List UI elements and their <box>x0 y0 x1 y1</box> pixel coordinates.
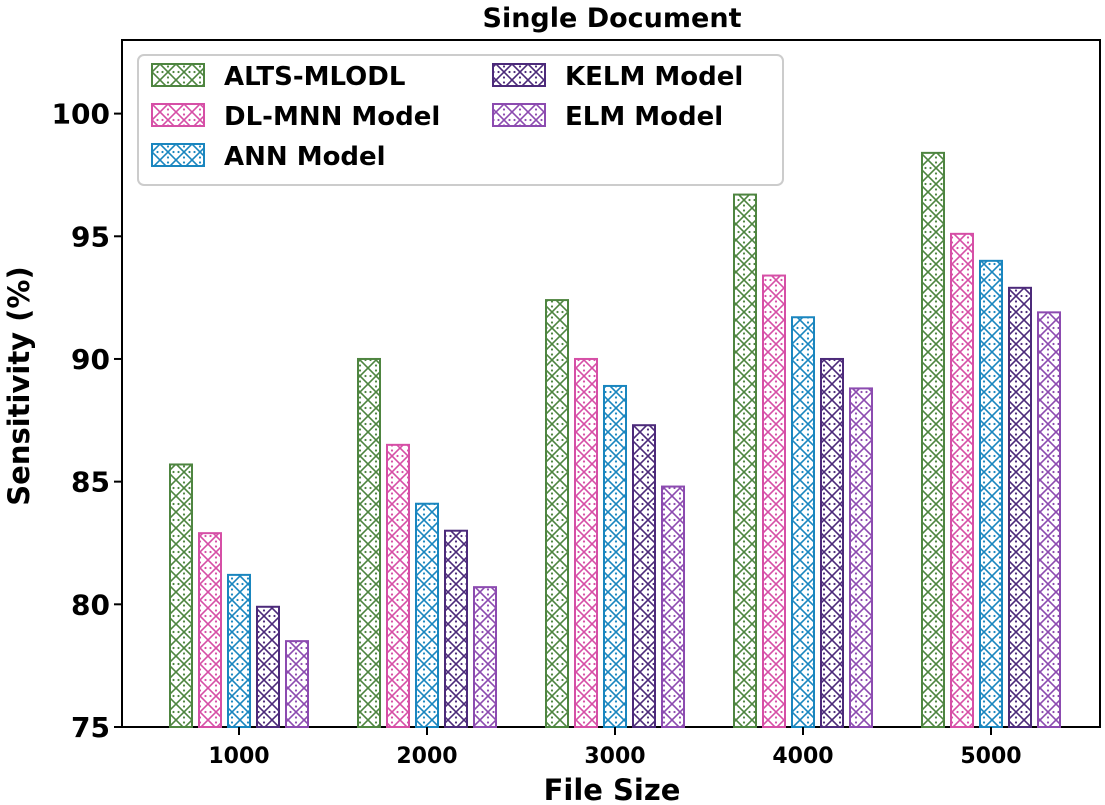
bar-ann-model-2000 <box>415 502 439 728</box>
legend-swatch-elm-model <box>492 103 546 127</box>
bar-elm-model-5000 <box>1037 311 1061 728</box>
bar-dl-mnn-model-3000 <box>574 357 598 728</box>
legend-swatch-ann-model <box>151 143 205 167</box>
bar-ann-model-4000 <box>791 316 815 728</box>
bar-alts-mlodl-4000 <box>733 193 757 728</box>
bar-elm-model-3000 <box>661 485 685 728</box>
legend: ALTS-MLODL DL-MNN Model ANN Model KELM Mode… <box>137 54 784 186</box>
legend-swatch-alts-mlodl <box>151 63 205 87</box>
bar-kelm-model-3000 <box>632 424 656 728</box>
x-tick-label-4000: 4000 <box>772 744 833 769</box>
bar-dl-mnn-model-4000 <box>762 274 786 728</box>
bars-group <box>169 151 1061 729</box>
legend-label-ann-model: ANN Model <box>224 142 386 172</box>
legend-label-alts-mlodl: ALTS-MLODL <box>224 62 405 92</box>
y-tick-label-100: 100 <box>52 98 110 131</box>
bar-alts-mlodl-3000 <box>545 299 569 728</box>
legend-label-dl-mnn-model: DL-MNN Model <box>224 102 440 132</box>
bar-kelm-model-5000 <box>1008 286 1032 728</box>
x-axis-label: File Size <box>544 773 681 805</box>
x-tick-label-5000: 5000 <box>960 744 1021 769</box>
x-tick-label-2000: 2000 <box>396 744 457 769</box>
bar-kelm-model-1000 <box>256 605 280 729</box>
bar-alts-mlodl-1000 <box>169 463 193 728</box>
y-tick-label-90: 90 <box>71 343 110 376</box>
legend-label-elm-model: ELM Model <box>565 102 723 132</box>
y-tick-label-80: 80 <box>71 588 110 621</box>
legend-frame <box>137 54 784 186</box>
bar-ann-model-3000 <box>603 384 627 728</box>
legend-swatch-kelm-model <box>492 63 546 87</box>
bar-kelm-model-4000 <box>820 357 844 728</box>
bar-dl-mnn-model-5000 <box>950 232 974 728</box>
axes-group: 75 80 85 90 95 100 1000 2000 3000 4000 5000 <box>52 98 1022 769</box>
chart-title: Single Document <box>483 3 742 34</box>
legend-swatch-dl-mnn-model <box>151 103 205 127</box>
bar-elm-model-1000 <box>285 640 309 728</box>
bar-elm-model-2000 <box>473 586 497 728</box>
bar-dl-mnn-model-1000 <box>198 532 222 728</box>
bar-ann-model-5000 <box>979 259 1003 728</box>
bar-dl-mnn-model-2000 <box>386 443 410 728</box>
y-axis-label: Sensitivity (%) <box>2 266 36 505</box>
y-tick-label-85: 85 <box>71 466 110 499</box>
x-tick-label-3000: 3000 <box>584 744 645 769</box>
bar-alts-mlodl-2000 <box>357 357 381 728</box>
bar-ann-model-1000 <box>227 573 251 729</box>
y-tick-label-75: 75 <box>71 711 110 744</box>
legend-label-kelm-model: KELM Model <box>565 62 743 92</box>
bar-kelm-model-2000 <box>444 529 468 729</box>
y-tick-label-95: 95 <box>71 220 110 253</box>
x-tick-label-1000: 1000 <box>208 744 269 769</box>
bar-alts-mlodl-5000 <box>921 151 945 729</box>
bar-elm-model-4000 <box>849 387 873 728</box>
